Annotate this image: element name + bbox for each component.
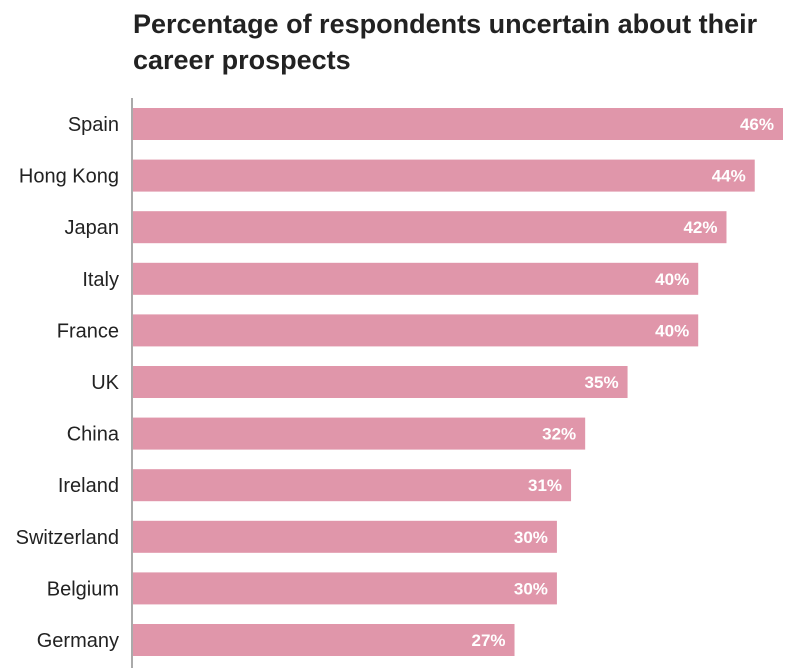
bar bbox=[133, 520, 557, 553]
value-label: 30% bbox=[514, 579, 548, 598]
value-label: 46% bbox=[740, 115, 774, 134]
bar bbox=[133, 624, 515, 656]
bar bbox=[133, 469, 572, 502]
bar bbox=[133, 108, 783, 140]
bars-group: Spain 46% Hong Kong 44% Japan 42% Italy 40% Fran… bbox=[16, 108, 783, 656]
value-label: 31% bbox=[528, 476, 562, 495]
value-label: 30% bbox=[514, 528, 548, 547]
bar bbox=[133, 572, 557, 605]
category-label: Spain bbox=[68, 114, 119, 136]
bar bbox=[133, 262, 699, 295]
bar bbox=[133, 159, 755, 192]
category-label: Switzerland bbox=[16, 527, 119, 549]
value-label: 40% bbox=[655, 321, 689, 340]
category-label: Germany bbox=[37, 630, 119, 652]
value-label: 42% bbox=[683, 218, 717, 237]
value-label: 32% bbox=[542, 425, 576, 444]
bar bbox=[133, 314, 699, 347]
category-label: China bbox=[67, 424, 120, 446]
value-label: 40% bbox=[655, 270, 689, 289]
category-label: Japan bbox=[65, 217, 120, 239]
category-label: Hong Kong bbox=[19, 166, 119, 188]
bar bbox=[133, 366, 628, 398]
chart-title: Percentage of respondents uncertain abou… bbox=[133, 9, 758, 75]
value-label: 27% bbox=[471, 631, 505, 650]
category-label: Italy bbox=[82, 269, 119, 291]
category-label: Belgium bbox=[47, 578, 119, 600]
category-label: France bbox=[57, 320, 119, 342]
value-label: 44% bbox=[712, 167, 746, 186]
bar bbox=[133, 211, 727, 244]
category-label: Ireland bbox=[58, 475, 119, 497]
bar bbox=[133, 417, 586, 450]
category-label: UK bbox=[91, 372, 119, 394]
value-label: 35% bbox=[585, 373, 619, 392]
